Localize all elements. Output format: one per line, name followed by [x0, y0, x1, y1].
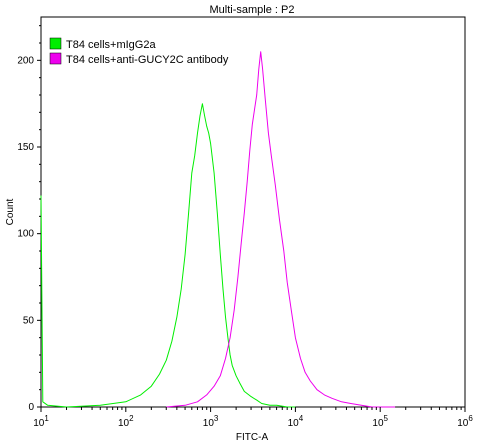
x-axis: 101 102 103 104 105 106 — [33, 407, 473, 429]
legend-label: T84 cells+mIgG2a — [66, 39, 156, 51]
x-tick-label: 105 — [372, 414, 388, 429]
chart-title: Multi-sample : P2 — [210, 4, 295, 16]
series-layer — [40, 51, 396, 408]
legend-swatch — [49, 37, 62, 50]
x-tick-label: 106 — [457, 414, 473, 429]
x-tick-label: 104 — [288, 414, 304, 429]
y-tick-label: 150 — [17, 142, 34, 153]
y-tick-label: 50 — [23, 315, 35, 326]
legend-label: T84 cells+anti-GUCY2C antibody — [66, 54, 229, 66]
x-tick-label: 101 — [33, 414, 49, 429]
legend: T84 cells+mIgG2a T84 cells+anti-GUCY2C an… — [49, 37, 229, 66]
y-tick-label: 0 — [28, 402, 34, 413]
x-tick-label: 102 — [118, 414, 134, 429]
legend-swatch — [49, 52, 62, 65]
series-line-2 — [166, 51, 396, 408]
y-axis: 0 50 100 150 200 — [17, 25, 41, 413]
y-tick-label: 200 — [17, 55, 34, 66]
series-line-1 — [40, 103, 296, 408]
x-axis-label: FITC-A — [236, 432, 269, 443]
plot-area — [40, 16, 466, 408]
x-tick-label: 103 — [203, 414, 219, 429]
y-axis-label: Count — [5, 198, 16, 225]
y-tick-label: 100 — [17, 229, 34, 240]
